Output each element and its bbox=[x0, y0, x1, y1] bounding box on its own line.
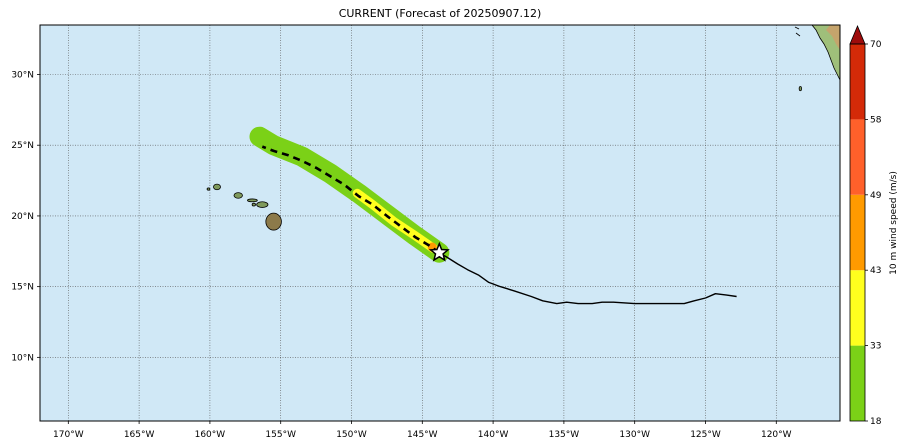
map-title: CURRENT (Forecast of 20250907.12) bbox=[338, 7, 542, 20]
map-frame bbox=[39, 24, 841, 422]
y-tick-label: 25°N bbox=[11, 141, 34, 151]
land-areas bbox=[206, 25, 840, 231]
colorbar-tick-label: 18 bbox=[870, 417, 882, 427]
colorbar-tick-label: 33 bbox=[870, 342, 881, 352]
island-oahu bbox=[233, 192, 243, 199]
x-tick-label: 170°W bbox=[53, 430, 84, 440]
colorbar-frame bbox=[849, 43, 866, 422]
island-maui bbox=[256, 201, 269, 208]
island-hawaii bbox=[265, 212, 282, 231]
x-tick-label: 135°W bbox=[549, 430, 580, 440]
colorbar-segment bbox=[850, 194, 865, 271]
colorbar-tick-label: 49 bbox=[870, 191, 882, 201]
storm-position-marker bbox=[428, 241, 450, 262]
colorbar-label: 10 m wind speed (m/s) bbox=[889, 171, 899, 275]
north-america-coast bbox=[811, 25, 840, 81]
ocean-background bbox=[40, 25, 840, 421]
colorbar-segment bbox=[850, 44, 865, 120]
y-tick-label: 30°N bbox=[11, 71, 34, 81]
x-tick-label: 140°W bbox=[478, 430, 509, 440]
x-tick-label: 150°W bbox=[336, 430, 367, 440]
x-tick-label: 155°W bbox=[265, 430, 296, 440]
baja-island-fragment-2 bbox=[794, 26, 800, 30]
storm-star-icon bbox=[428, 241, 450, 262]
colorbar-segment bbox=[850, 119, 865, 195]
x-tick-label: 145°W bbox=[407, 430, 438, 440]
coast-highlands bbox=[826, 25, 840, 50]
island-niihau bbox=[206, 187, 211, 191]
y-tick-label: 15°N bbox=[11, 283, 34, 293]
colorbar-tick-label: 70 bbox=[870, 40, 882, 50]
colorbar-tick-label: 43 bbox=[870, 266, 881, 276]
colorbar-segment bbox=[850, 345, 865, 421]
x-tick-label: 165°W bbox=[124, 430, 155, 440]
island-guadalupe bbox=[798, 86, 802, 92]
colorbar-segment bbox=[850, 270, 865, 346]
baja-island-fragment-1 bbox=[795, 32, 801, 37]
island-kauai bbox=[213, 183, 221, 191]
past-track-line bbox=[438, 252, 737, 305]
x-tick-label: 130°W bbox=[619, 430, 650, 440]
axis-tick-labels: 170°W 165°W 160°W 155°W 150°W 145°W 140°W 135°W… bbox=[11, 71, 791, 441]
colorbar-extend-arrow bbox=[849, 24, 866, 45]
x-tick-label: 125°W bbox=[690, 430, 721, 440]
x-tick-label: 160°W bbox=[195, 430, 226, 440]
x-tick-label: 120°W bbox=[761, 430, 792, 440]
island-lanai bbox=[251, 202, 256, 207]
island-molokai bbox=[247, 198, 258, 203]
storm-track bbox=[261, 145, 737, 305]
y-tick-label: 20°N bbox=[11, 212, 34, 222]
colorbar-tick-label: 58 bbox=[870, 115, 882, 125]
y-tick-label: 10°N bbox=[11, 353, 34, 363]
wind-speed-colorbar: 18 33 43 49 58 70 bbox=[849, 24, 882, 427]
